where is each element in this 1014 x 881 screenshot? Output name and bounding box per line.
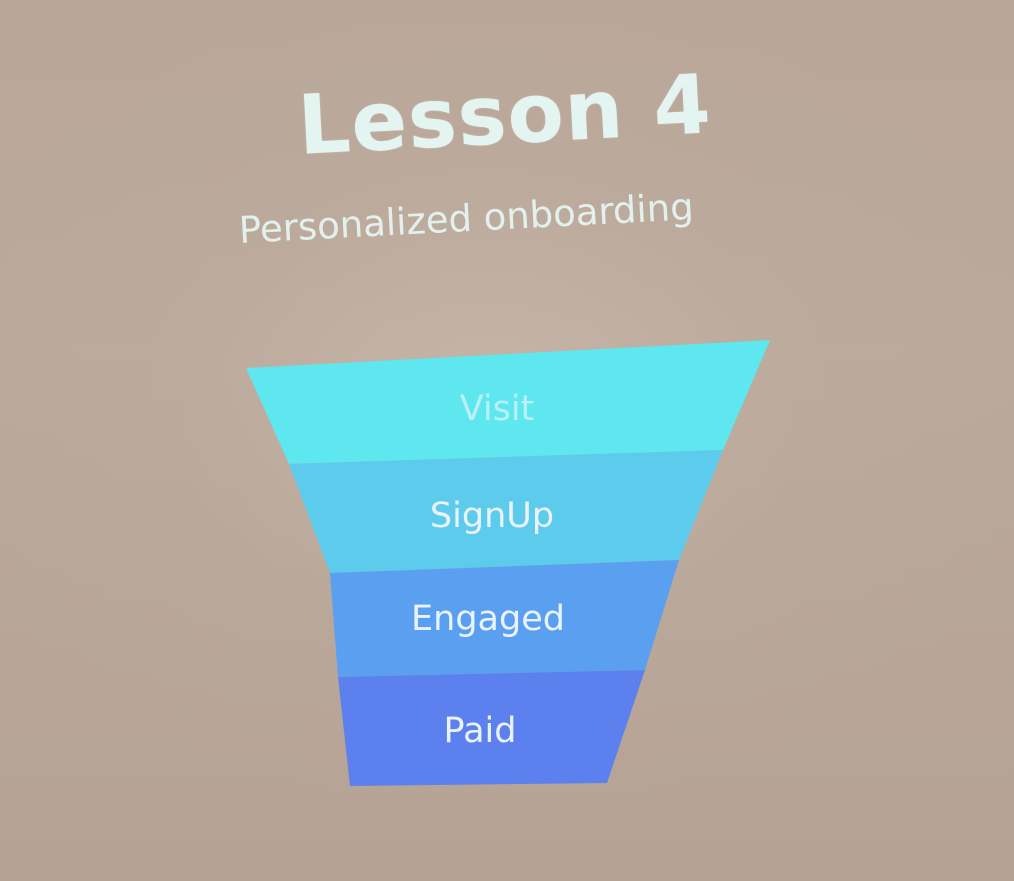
funnel-stage-label: Engaged (411, 599, 565, 639)
funnel-stage-signup (289, 450, 723, 573)
funnel-stage-paid (338, 670, 645, 786)
funnel-stage-engaged (330, 560, 679, 677)
funnel-stage-label: Paid (444, 711, 517, 751)
funnel-stage-label: Visit (460, 389, 535, 429)
funnel-stage-label: SignUp (430, 496, 554, 536)
funnel-stage-visit (246, 340, 770, 464)
